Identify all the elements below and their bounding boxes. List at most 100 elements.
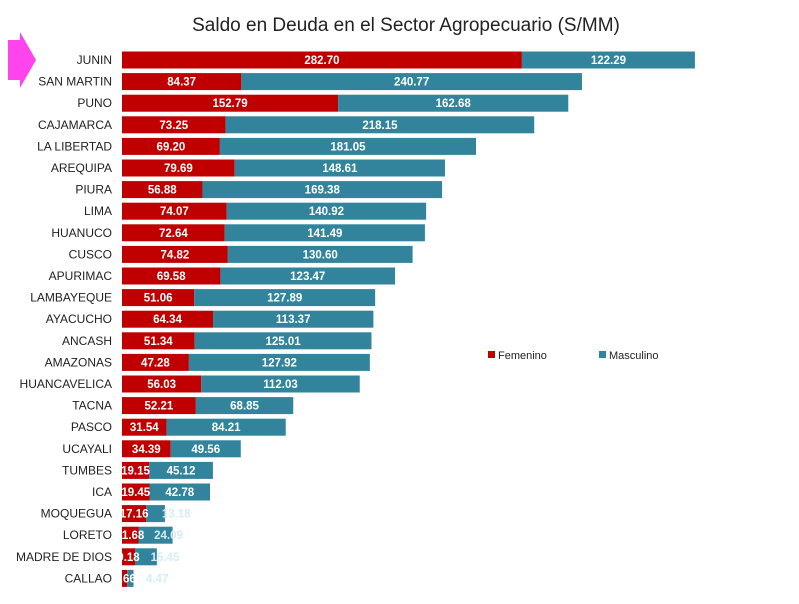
bar-masculino (226, 202, 427, 220)
bar-masculino (149, 461, 213, 479)
data-label-masculino: 218.15 (362, 120, 398, 132)
data-label-masculino: 125.01 (265, 336, 301, 348)
category-label: JUNIN (77, 53, 112, 67)
bar-femenino (122, 51, 522, 69)
data-label-masculino: 181.05 (330, 141, 366, 153)
data-label-femenino: 34.39 (132, 444, 161, 456)
bar-masculino (219, 137, 477, 155)
bar-femenino (122, 548, 135, 566)
data-label-femenino: 52.21 (145, 401, 174, 413)
data-label-femenino: 73.25 (159, 120, 188, 132)
bar-masculino (149, 483, 211, 501)
legend-femenino-label: Femenino (498, 350, 547, 362)
data-label-masculino: 123.47 (290, 271, 325, 283)
category-label: LA LIBERTAD (37, 139, 112, 153)
legend-femenino-swatch (488, 351, 495, 358)
data-label-masculino: 141.49 (307, 228, 342, 240)
category-label: ANCASH (62, 334, 112, 348)
category-label: PASCO (71, 420, 112, 434)
data-label-femenino: 51.06 (144, 293, 173, 305)
data-label-masculino: 169.38 (305, 185, 341, 197)
bar-masculino (195, 397, 294, 415)
category-label: LIMA (84, 204, 112, 218)
category-label: APURIMAC (49, 269, 113, 283)
category-label: MADRE DE DIOS (16, 550, 112, 564)
bar-masculino (227, 245, 413, 263)
data-label-femenino: 72.64 (159, 228, 188, 240)
data-label-masculino: 15.45 (151, 552, 180, 564)
bar-masculino (202, 181, 443, 199)
bar-femenino (122, 289, 195, 307)
category-label: CUSCO (69, 247, 112, 261)
bar-masculino (194, 332, 372, 350)
category-label: ICA (92, 485, 112, 499)
data-label-femenino: 47.28 (141, 357, 170, 369)
bar-femenino (122, 569, 128, 587)
category-label: PIURA (75, 183, 112, 197)
bar-femenino (122, 353, 189, 371)
category-label: AYACUCHO (46, 312, 112, 326)
bar-masculino (188, 353, 370, 371)
data-label-masculino: 24.09 (154, 530, 183, 542)
data-label-masculino: 130.60 (303, 249, 338, 261)
data-label-femenino: 74.07 (160, 206, 189, 218)
data-label-masculino: 162.68 (436, 98, 472, 110)
data-label-femenino: 84.37 (167, 77, 196, 89)
bar-masculino (194, 289, 376, 307)
bar-femenino (122, 116, 226, 134)
category-label: MOQUEGUA (41, 507, 112, 521)
bar-masculino (134, 548, 157, 566)
data-label-femenino: 79.69 (164, 163, 193, 175)
data-label-femenino: 69.58 (157, 271, 186, 283)
bar-femenino (122, 310, 214, 328)
data-label-femenino: 19.45 (121, 487, 150, 499)
bar-masculino (521, 51, 695, 69)
bar-masculino (241, 73, 582, 91)
data-label-masculino: 240.77 (394, 77, 429, 89)
data-label-femenino: 64.34 (153, 314, 182, 326)
category-label: HUANUCO (51, 226, 112, 240)
data-label-masculino: 127.89 (267, 293, 302, 305)
bar-femenino (122, 397, 196, 415)
data-label-femenino: 152.79 (212, 98, 247, 110)
bar-femenino (122, 526, 139, 544)
data-label-femenino: 31.54 (130, 422, 159, 434)
category-label: HUANCAVELICA (20, 377, 112, 391)
data-label-femenino: 56.88 (148, 185, 177, 197)
bar-femenino (122, 267, 221, 285)
category-label: TACNA (72, 399, 112, 413)
legend-masculino-label: Masculino (609, 350, 659, 362)
data-label-femenino: 9.18 (117, 552, 140, 564)
bar-femenino (122, 137, 220, 155)
data-label-femenino: 11.68 (116, 530, 145, 542)
bar-masculino (127, 569, 134, 587)
highlight-arrow (8, 32, 36, 88)
bar-masculino (166, 418, 286, 436)
bar-femenino (122, 159, 235, 177)
bar-femenino (122, 440, 171, 458)
bar-femenino (122, 73, 242, 91)
data-label-femenino: 51.34 (144, 336, 173, 348)
chart-title: Saldo en Deuda en el Sector Agropecuario… (192, 15, 620, 36)
data-label-femenino: 3.66 (113, 573, 135, 585)
category-label: CALLAO (65, 571, 112, 585)
data-label-femenino: 74.82 (161, 249, 190, 261)
bar-femenino (122, 224, 225, 242)
category-label: AMAZONAS (45, 355, 112, 369)
bar-femenino (122, 375, 202, 393)
data-label-femenino: 19.15 (121, 465, 150, 477)
data-label-masculino: 42.78 (165, 487, 194, 499)
bar-masculino (201, 375, 360, 393)
bar-masculino (338, 94, 569, 112)
data-label-femenino: 69.20 (157, 141, 186, 153)
category-label: AREQUIPA (51, 161, 112, 175)
category-label: TUMBES (62, 463, 112, 477)
data-label-masculino: 45.12 (167, 465, 196, 477)
bar-femenino (122, 483, 150, 501)
bar-femenino (122, 332, 195, 350)
data-label-masculino: 148.61 (322, 163, 358, 175)
data-label-masculino: 140.92 (309, 206, 344, 218)
bar-femenino (122, 181, 203, 199)
data-label-masculino: 84.21 (212, 422, 241, 434)
category-label: SAN MARTIN (38, 75, 112, 89)
